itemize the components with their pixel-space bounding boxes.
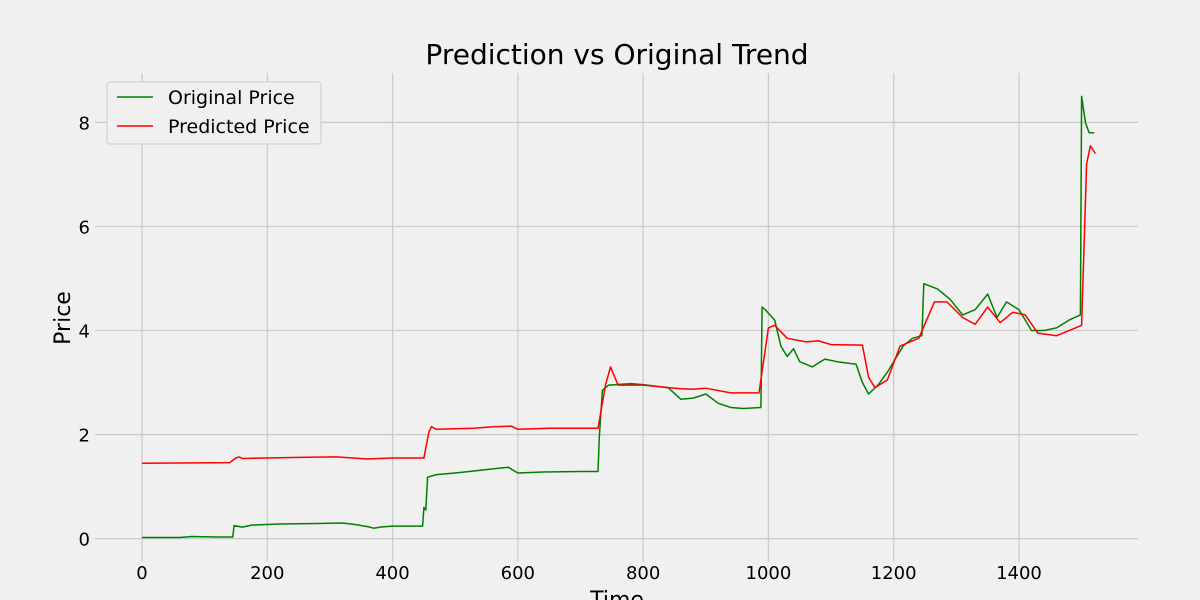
x-tick-label: 0 [136, 563, 147, 584]
x-tick-label: 1200 [871, 563, 917, 584]
series-line-predicted-price [141, 145, 1097, 464]
y-tick-label: 2 [79, 426, 90, 447]
x-tick-label: 200 [250, 563, 284, 584]
y-tick-label: 6 [79, 217, 90, 238]
series-line-original-price [142, 95, 1095, 539]
x-tick-label: 800 [626, 563, 660, 584]
legend: Original Price Predicted Price [106, 81, 322, 145]
plot-area [95, 73, 1138, 562]
y-axis-label: Price [51, 291, 76, 345]
legend-original-price-label: Original Price [168, 87, 295, 109]
series-lines [141, 95, 1097, 539]
legend-box [106, 81, 322, 145]
grid [95, 73, 1138, 562]
y-tick-label: 0 [79, 530, 90, 551]
tick-labels: 0 200 400 600 800 1000 1200 1400 0 2 4 6 8 [79, 113, 1042, 584]
chart-title: Prediction vs Original Trend [425, 38, 808, 71]
legend-predicted-price-label: Predicted Price [168, 116, 310, 138]
y-tick-label: 8 [79, 113, 90, 134]
x-tick-label: 400 [375, 563, 409, 584]
x-tick-label: 1400 [996, 563, 1042, 584]
x-tick-label: 1000 [746, 563, 792, 584]
x-tick-label: 600 [501, 563, 535, 584]
y-tick-label: 4 [79, 322, 90, 343]
x-axis-label: Time [589, 588, 644, 600]
